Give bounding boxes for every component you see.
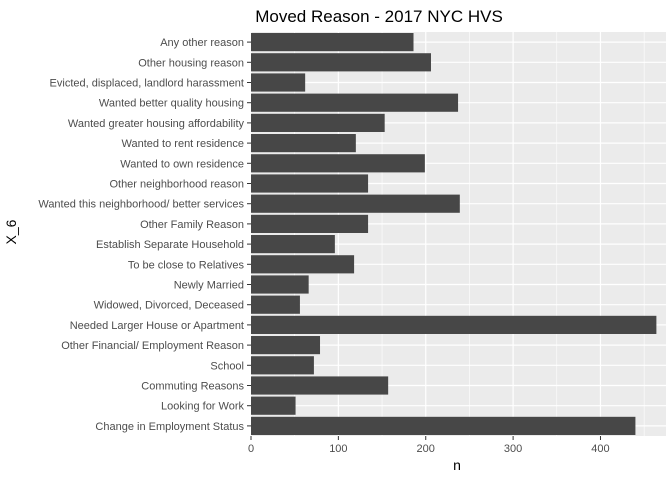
bar [251, 356, 314, 375]
y-tick-label: Establish Separate Household [96, 239, 244, 251]
bar [251, 134, 356, 153]
chart-title: Moved Reason - 2017 NYC HVS [255, 7, 503, 26]
y-tick-label: Change in Employment Status [95, 421, 244, 433]
y-tick-label: To be close to Relatives [128, 259, 245, 271]
x-tick-label: 0 [248, 443, 254, 455]
y-tick-label: Evicted, displaced, landlord harassment [50, 78, 244, 90]
bar [251, 315, 657, 334]
bar [251, 214, 369, 233]
bar [251, 275, 309, 294]
x-axis-title: n [453, 457, 461, 473]
y-tick-label: Commuting Reasons [141, 381, 244, 393]
y-tick-label: Wanted to own residence [120, 158, 244, 170]
y-tick-label: Other Family Reason [140, 219, 244, 231]
x-axis-ticks: 0 100 200 300 400 [248, 436, 610, 455]
y-axis-title: X_6 [3, 219, 19, 244]
x-tick-label: 400 [591, 443, 609, 455]
bar [251, 336, 321, 355]
y-tick-label: Any other reason [160, 37, 244, 49]
bar [251, 194, 460, 213]
y-tick-label: Other housing reason [138, 57, 244, 69]
y-tick-label: Other neighborhood reason [109, 179, 244, 191]
bar [251, 396, 296, 415]
y-tick-label: Wanted greater housing affordability [68, 118, 245, 130]
bar [251, 416, 636, 435]
bar [251, 154, 425, 173]
y-tick-label: Wanted better quality housing [99, 98, 244, 110]
bar [251, 295, 300, 314]
x-tick-label: 100 [329, 443, 347, 455]
bar [251, 113, 385, 132]
y-tick-label: Other Financial/ Employment Reason [61, 340, 244, 352]
y-tick-label: Wanted this neighborhood/ better service… [38, 199, 244, 211]
bar [251, 255, 355, 274]
bar [251, 235, 335, 254]
y-tick-label: Wanted to rent residence [122, 138, 245, 150]
x-tick-label: 200 [417, 443, 435, 455]
x-tick-label: 300 [504, 443, 522, 455]
y-axis-ticks: Any other reason Other housing reason Evic… [38, 37, 251, 433]
bar [251, 93, 459, 112]
bar [251, 53, 431, 72]
plot-panel [251, 32, 666, 436]
y-tick-label: Needed Larger House or Apartment [70, 320, 244, 332]
y-tick-label: Looking for Work [161, 401, 244, 413]
y-tick-label: Widowed, Divorced, Deceased [94, 300, 244, 312]
y-tick-label: School [210, 360, 244, 372]
bar [251, 73, 306, 92]
y-tick-label: Newly Married [174, 280, 244, 292]
bar [251, 33, 414, 52]
bars [251, 33, 657, 435]
bar [251, 376, 389, 395]
bar [251, 174, 369, 193]
